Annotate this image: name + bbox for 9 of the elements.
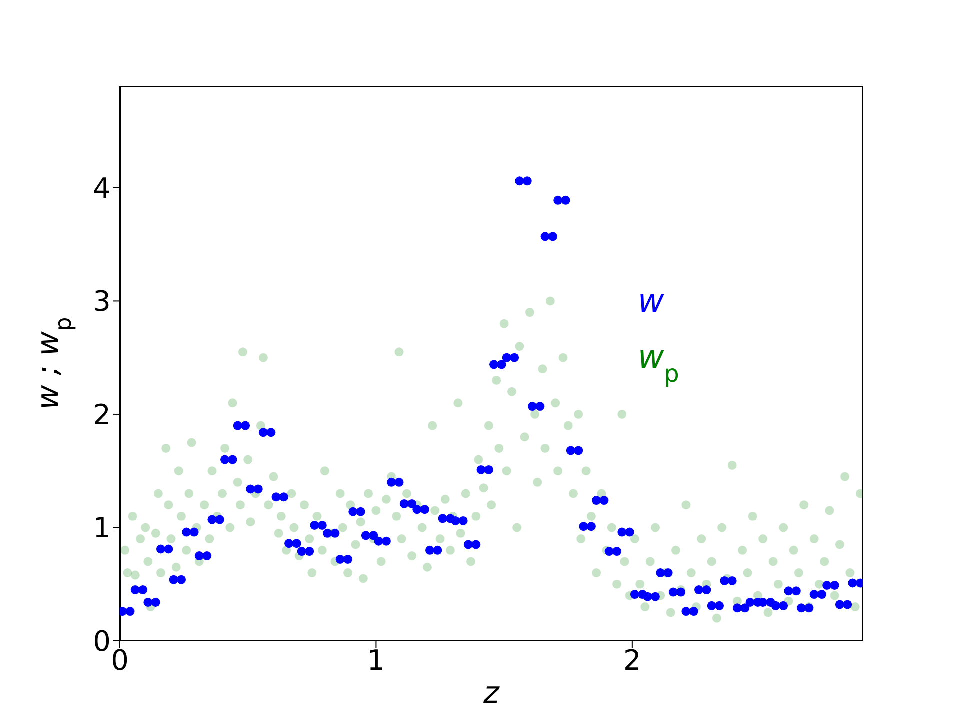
y-tick-label: 1 — [93, 512, 111, 545]
text: w — [638, 282, 665, 320]
y-tick-label: 2 — [93, 398, 111, 432]
y-tick-label: 3 — [93, 285, 111, 318]
series-label: w$_{p}$ — [638, 338, 680, 388]
x-axis-title: z — [482, 676, 501, 711]
y-tick-label: 4 — [93, 172, 111, 205]
x-tick-label: 1 — [367, 644, 386, 677]
x-tick-label: 2 — [624, 644, 642, 677]
